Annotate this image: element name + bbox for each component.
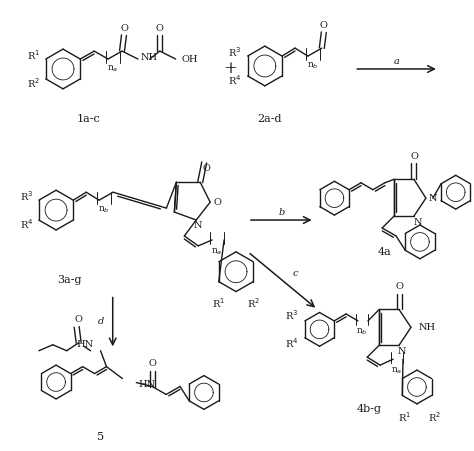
Text: O: O (120, 24, 128, 33)
Text: NH: NH (141, 53, 158, 61)
Text: R$^3$: R$^3$ (19, 189, 33, 203)
Text: O: O (75, 315, 82, 324)
Text: R$^4$: R$^4$ (19, 217, 33, 231)
Text: n$_b$: n$_b$ (98, 205, 110, 215)
Text: 4a: 4a (377, 247, 391, 257)
Text: R$^2$: R$^2$ (247, 297, 260, 310)
Text: 3a-g: 3a-g (57, 275, 81, 285)
Text: O: O (148, 359, 156, 368)
Text: O: O (156, 24, 164, 33)
Text: R$^4$: R$^4$ (285, 336, 299, 350)
Text: O: O (410, 152, 418, 161)
Text: R$^1$: R$^1$ (27, 48, 40, 62)
Text: N: N (398, 347, 406, 356)
Text: N: N (428, 193, 437, 202)
Text: OH: OH (182, 55, 198, 64)
Text: +: + (223, 60, 237, 78)
Text: NH: NH (419, 323, 436, 332)
Text: R$^1$: R$^1$ (211, 297, 225, 310)
Text: 4b-g: 4b-g (357, 404, 382, 414)
Text: R$^4$: R$^4$ (228, 73, 242, 87)
Text: O: O (395, 282, 403, 291)
Text: O: O (320, 21, 328, 30)
Text: b: b (278, 207, 284, 216)
Text: HN: HN (76, 340, 93, 349)
Text: R$^3$: R$^3$ (228, 45, 242, 59)
Text: n$_b$: n$_b$ (356, 327, 368, 337)
Text: N: N (414, 217, 422, 226)
Text: R$^2$: R$^2$ (428, 410, 441, 423)
Text: O: O (202, 164, 210, 173)
Text: 2a-d: 2a-d (257, 114, 282, 124)
Text: 1a-c: 1a-c (77, 114, 101, 124)
Text: R$^3$: R$^3$ (285, 308, 298, 322)
Text: c: c (293, 269, 299, 278)
Text: n$_a$: n$_a$ (392, 366, 403, 376)
Text: n$_b$: n$_b$ (307, 61, 319, 71)
Text: R$^1$: R$^1$ (399, 410, 411, 423)
Text: O: O (213, 198, 221, 207)
Text: n$_a$: n$_a$ (211, 247, 223, 257)
Text: a: a (393, 56, 400, 65)
Text: HN: HN (138, 380, 155, 389)
Text: R$^2$: R$^2$ (27, 76, 40, 90)
Text: N: N (194, 221, 202, 230)
Text: 5: 5 (97, 432, 104, 442)
Text: d: d (98, 317, 104, 326)
Text: n$_a$: n$_a$ (108, 64, 118, 74)
